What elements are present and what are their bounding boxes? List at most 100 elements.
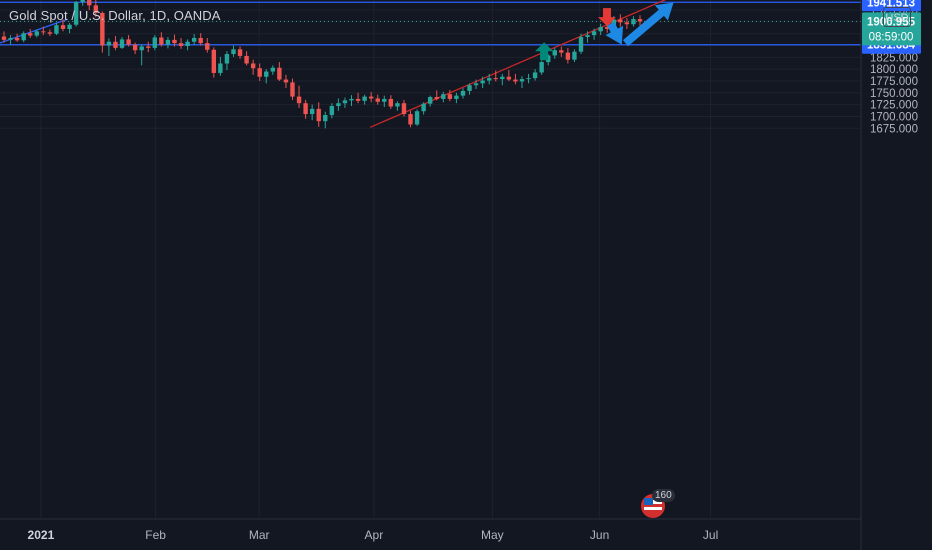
candle-up <box>598 27 603 32</box>
candle-up <box>500 76 505 80</box>
candle-down <box>303 103 308 115</box>
candle-down <box>1 36 7 40</box>
price-tick-label: 1700.000 <box>870 111 918 123</box>
candle-up <box>329 106 335 116</box>
candle-up <box>480 80 485 84</box>
candle-up <box>54 25 59 34</box>
green-arrow-up[interactable] <box>535 42 554 61</box>
price-tick-label: 1800.000 <box>870 64 918 76</box>
time-tick-label: 2021 <box>28 528 55 542</box>
candle-down <box>565 52 571 60</box>
candle-down <box>513 79 518 82</box>
price-tick-label: 1750.000 <box>870 88 918 100</box>
time-axis[interactable]: 2021 Feb Mar Apr May Jun Jul <box>28 528 719 542</box>
candle-up <box>349 98 354 101</box>
arrow-annotations[interactable] <box>535 2 674 61</box>
candle-down <box>14 37 20 41</box>
symbol-title[interactable]: Gold Spot / U.S. Dollar, 1D, OANDA <box>9 8 221 23</box>
candle-up <box>191 37 197 42</box>
candle-down <box>434 97 439 99</box>
events-count: 160 <box>652 489 675 502</box>
candle-up <box>139 46 144 51</box>
candle-down <box>172 39 177 44</box>
horizontal-levels[interactable] <box>0 1 861 46</box>
candle-down <box>355 98 361 101</box>
candle-up <box>519 79 525 82</box>
candle-down <box>93 5 98 13</box>
time-tick-label: Mar <box>249 528 270 542</box>
candle-up <box>67 24 72 29</box>
candle-up <box>585 35 590 38</box>
candle-down <box>60 25 66 29</box>
candle-down <box>41 31 46 33</box>
price-tick-label: 1725.000 <box>870 100 918 112</box>
candle-down <box>178 43 184 46</box>
time-tick-label: Jul <box>703 528 718 542</box>
candle-up <box>546 55 551 63</box>
candle-down <box>47 32 53 34</box>
candle-up <box>414 111 420 125</box>
candle-up <box>34 31 39 36</box>
bar-countdown-text: 08:59:00 <box>869 31 914 43</box>
candle-up <box>152 37 158 48</box>
candle-up <box>218 63 223 73</box>
price-tick-label: 1675.000 <box>870 123 918 135</box>
candle-up <box>382 98 387 102</box>
candle-down <box>100 12 105 46</box>
blue-up-arrow[interactable] <box>622 2 674 47</box>
time-tick-label: Feb <box>145 528 166 542</box>
candle-down <box>624 22 630 25</box>
candle-up <box>270 67 276 72</box>
red-arrow-down[interactable] <box>598 8 616 27</box>
candle-up <box>165 39 171 45</box>
candle-up <box>231 49 236 55</box>
blue-down-arrow[interactable] <box>605 21 624 45</box>
candle-up <box>552 50 557 56</box>
candle-up <box>578 37 584 52</box>
candle-up <box>185 41 190 46</box>
candle-up <box>421 103 426 112</box>
candle-down <box>506 76 512 80</box>
level-price-tag <box>862 0 921 12</box>
price-tick-label: 1775.000 <box>870 76 918 88</box>
grid-lines <box>0 0 861 519</box>
candle-down <box>159 37 164 45</box>
candle-up <box>473 83 479 86</box>
candle-up <box>427 97 433 104</box>
candle-down <box>113 41 118 48</box>
support-trendline[interactable] <box>369 0 707 128</box>
candle-down <box>211 49 217 73</box>
candle-down <box>198 37 203 44</box>
candle-down <box>205 43 210 50</box>
candle-up <box>73 2 79 25</box>
candle-up <box>336 103 341 107</box>
candle-down <box>277 67 282 80</box>
candle-up <box>21 33 26 41</box>
candle-up <box>631 19 636 25</box>
candle-down <box>28 33 33 36</box>
candle-up <box>467 85 472 91</box>
candle-up <box>532 72 538 79</box>
candle-down <box>605 27 610 29</box>
time-tick-label: Apr <box>365 528 384 542</box>
candle-down <box>250 63 256 69</box>
candle-down <box>408 114 413 125</box>
candle-up <box>441 94 446 99</box>
candlestick-series <box>1 0 643 129</box>
candle-down <box>388 98 394 107</box>
candle-down <box>87 0 92 6</box>
candle-up <box>539 62 544 73</box>
candle-down <box>146 46 151 48</box>
currency-button[interactable]: USD <box>883 7 911 27</box>
candle-up <box>323 115 328 122</box>
candle-down <box>559 50 564 53</box>
candle-up <box>224 54 230 64</box>
candle-up <box>106 41 112 46</box>
candle-up <box>486 78 492 81</box>
candle-up <box>460 90 466 96</box>
candle-down <box>447 94 453 99</box>
candle-up <box>8 37 13 40</box>
